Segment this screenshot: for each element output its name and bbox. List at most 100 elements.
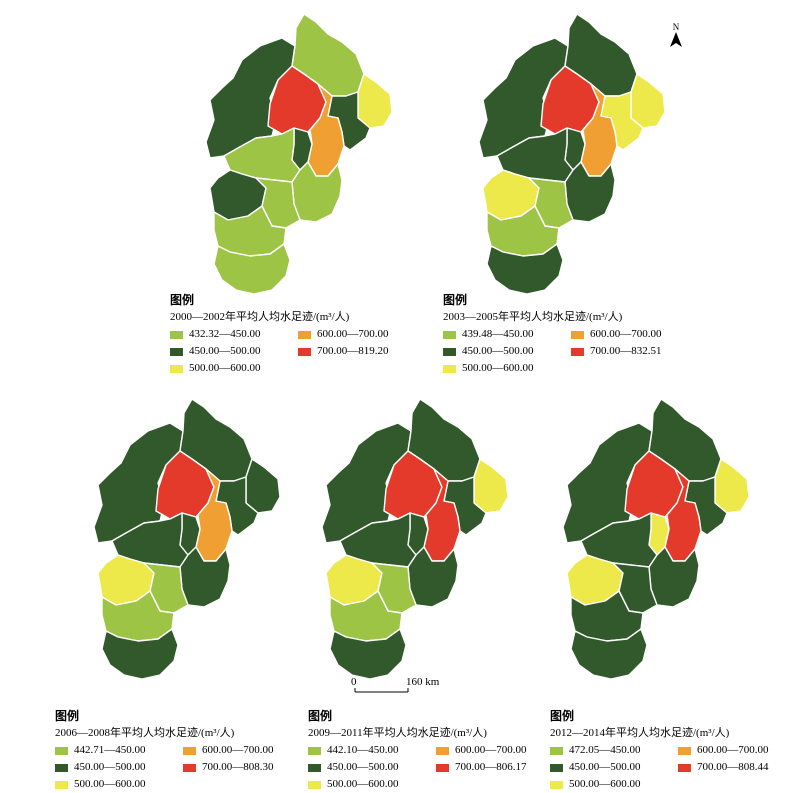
legend-title: 图例	[443, 293, 468, 307]
legend-item: 450.00—500.00	[55, 759, 183, 776]
legend-swatch	[170, 330, 183, 339]
legend-2000-2002: 图例 2000—2002年平均人均水足迹/(m³/人) 432.32—450.00 6…	[170, 292, 418, 377]
legend-item: 700.00—819.20	[298, 343, 418, 360]
legend-item: 450.00—500.00	[308, 759, 436, 776]
legend-2006-2008: 图例 2006—2008年平均人均水足迹/(m³/人) 442.71—450.00 6…	[55, 708, 303, 793]
region-qinhuangdao	[357, 73, 393, 129]
legend-label: 600.00—700.00	[697, 744, 769, 756]
legend-subtitle: 2003—2005年平均人均水足迹/(m³/人)	[443, 311, 623, 323]
legend-swatch	[298, 347, 311, 356]
legend-label: 700.00—808.30	[202, 761, 274, 773]
legend-label: 450.00—500.00	[74, 761, 146, 773]
legend-label: 600.00—700.00	[590, 328, 662, 340]
legend-item: 600.00—700.00	[571, 326, 691, 343]
legend-swatch	[678, 746, 691, 755]
scale-bar: 0 160 km	[350, 676, 460, 706]
legend-item: 700.00—832.51	[571, 343, 691, 360]
legend-items: 442.71—450.00 600.00—700.00 450.00—500.00 7…	[55, 742, 303, 793]
legend-swatch	[678, 763, 691, 772]
legend-swatch	[443, 364, 456, 373]
legend-item: 442.71—450.00	[55, 742, 183, 759]
legend-swatch	[443, 347, 456, 356]
legend-item: 600.00—700.00	[678, 742, 798, 759]
legend-item: 432.32—450.00	[170, 326, 298, 343]
legend-swatch	[298, 330, 311, 339]
legend-swatch	[55, 763, 68, 772]
legend-item: 600.00—700.00	[183, 742, 303, 759]
legend-label: 450.00—500.00	[327, 761, 399, 773]
legend-label: 700.00—819.20	[317, 345, 389, 357]
north-arrow-icon	[670, 32, 682, 47]
legend-label: 450.00—500.00	[569, 761, 641, 773]
legend-swatch	[436, 746, 449, 755]
region-map-svg	[478, 13, 666, 295]
legend-item: 442.10—450.00	[308, 742, 436, 759]
legend-swatch	[436, 763, 449, 772]
legend-label: 700.00—806.17	[455, 761, 527, 773]
map-panel-2003-2005	[473, 8, 673, 298]
legend-label: 442.10—450.00	[327, 744, 399, 756]
legend-label: 500.00—600.00	[189, 362, 261, 374]
legend-label: 700.00—808.44	[697, 761, 769, 773]
region-qinhuangdao	[630, 73, 666, 129]
legend-swatch	[550, 763, 563, 772]
legend-item: 600.00—700.00	[298, 326, 418, 343]
legend-2009-2011: 图例 2009—2011年平均人均水足迹/(m³/人) 442.10—450.00 6…	[308, 708, 556, 793]
region-handan	[570, 628, 648, 680]
legend-subtitle: 2009—2011年平均人均水足迹/(m³/人)	[308, 727, 487, 739]
legend-label: 450.00—500.00	[189, 345, 261, 357]
legend-label: 442.71—450.00	[74, 744, 146, 756]
legend-item: 500.00—600.00	[170, 360, 298, 377]
legend-label: 500.00—600.00	[462, 362, 534, 374]
legend-swatch	[170, 364, 183, 373]
map-panel-2006-2008	[88, 393, 288, 683]
legend-swatch	[55, 746, 68, 755]
legend-item: 450.00—500.00	[443, 343, 571, 360]
legend-swatch	[308, 746, 321, 755]
region-map-svg	[321, 398, 509, 680]
legend-item: 500.00—600.00	[443, 360, 571, 377]
legend-title: 图例	[550, 709, 575, 723]
scale-end-label: 160 km	[406, 676, 440, 688]
north-arrow: N	[668, 22, 684, 50]
legend-label: 600.00—700.00	[455, 744, 527, 756]
map-panel-2000-2002	[200, 8, 400, 298]
legend-subtitle: 2012—2014年平均人均水足迹/(m³/人)	[550, 727, 730, 739]
legend-swatch	[443, 330, 456, 339]
legend-2012-2014: 图例 2012—2014年平均人均水足迹/(m³/人) 472.05—450.00 6…	[550, 708, 798, 793]
map-panel-2012-2014	[557, 393, 757, 683]
legend-item: 472.05—450.00	[550, 742, 678, 759]
region-handan	[101, 628, 179, 680]
legend-label: 700.00—832.51	[590, 345, 662, 357]
legend-items: 472.05—450.00 600.00—700.00 450.00—500.00 7…	[550, 742, 798, 793]
map-panel-2009-2011	[316, 393, 516, 683]
legend-swatch	[571, 330, 584, 339]
legend-label: 600.00—700.00	[317, 328, 389, 340]
region-map-svg	[562, 398, 750, 680]
legend-items: 432.32—450.00 600.00—700.00 450.00—500.00 7…	[170, 326, 418, 377]
legend-item: 450.00—500.00	[550, 759, 678, 776]
region-handan	[213, 243, 291, 295]
legend-swatch	[183, 763, 196, 772]
legend-2003-2005: 图例 2003—2005年平均人均水足迹/(m³/人) 439.48—450.00 6…	[443, 292, 691, 377]
legend-item: 700.00—808.44	[678, 759, 798, 776]
legend-item: 450.00—500.00	[170, 343, 298, 360]
legend-label: 472.05—450.00	[569, 744, 641, 756]
region-map-svg	[205, 13, 393, 295]
legend-swatch	[183, 746, 196, 755]
region-handan	[329, 628, 407, 680]
scale-bar-line	[354, 688, 409, 693]
legend-item: 700.00—808.30	[183, 759, 303, 776]
legend-swatch	[571, 347, 584, 356]
legend-title: 图例	[308, 709, 333, 723]
region-qinhuangdao	[245, 458, 281, 514]
legend-items: 442.10—450.00 600.00—700.00 450.00—500.00 7…	[308, 742, 556, 793]
legend-item: 600.00—700.00	[436, 742, 556, 759]
scale-start-label: 0	[351, 676, 357, 688]
legend-label: 439.48—450.00	[462, 328, 534, 340]
region-handan	[486, 243, 564, 295]
north-label: N	[672, 22, 680, 32]
legend-item: 700.00—806.17	[436, 759, 556, 776]
legend-swatch	[170, 347, 183, 356]
legend-label: 450.00—500.00	[462, 345, 534, 357]
